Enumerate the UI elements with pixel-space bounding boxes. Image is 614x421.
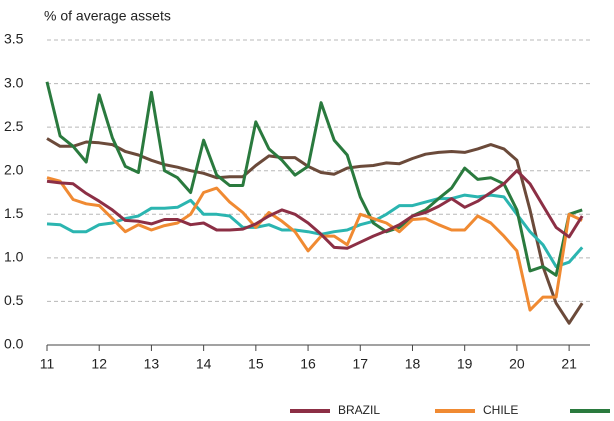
series-line (46, 169, 584, 250)
y-tick-label: 1.0 (4, 249, 24, 265)
legend: BRAZIL CHILE (290, 403, 610, 417)
x-tick-label: 15 (248, 356, 264, 372)
y-tick-label: 3.5 (4, 31, 24, 47)
x-tick-label: 20 (509, 356, 525, 372)
x-tick-label: 19 (457, 356, 473, 372)
x-tick-label: 11 (40, 356, 55, 372)
y-axis-label: % of average assets (44, 8, 171, 24)
y-tick-label: 1.5 (4, 205, 24, 221)
x-tick-label: 16 (300, 356, 316, 372)
y-tick-label: 3.0 (4, 74, 24, 90)
y-tick-label: 2.5 (4, 118, 24, 134)
series-line (45, 81, 583, 277)
x-tick-label: 12 (91, 356, 107, 372)
x-tick-label: 14 (196, 356, 212, 372)
x-tick-label: 13 (144, 356, 160, 372)
y-tick-label: 0.5 (4, 292, 24, 308)
y-tick-label: 0.0 (4, 336, 24, 352)
legend-label: BRAZIL (338, 403, 380, 417)
x-tick-label: 21 (561, 356, 577, 372)
legend-label: CHILE (483, 403, 518, 417)
series-line (46, 176, 583, 312)
series-line (46, 137, 584, 325)
x-tick-label: 18 (405, 356, 421, 372)
x-tick-label: 17 (352, 356, 368, 372)
series-line (46, 193, 584, 269)
y-tick-label: 2.0 (4, 161, 24, 177)
